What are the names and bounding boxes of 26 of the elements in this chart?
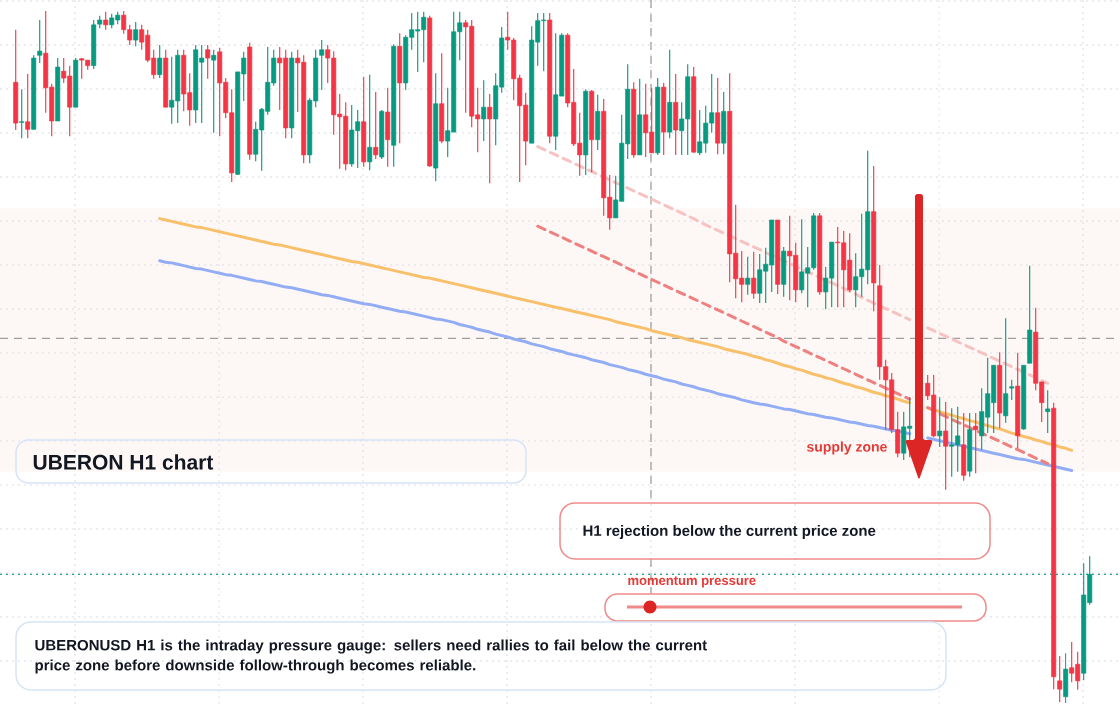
candlestick bbox=[133, 21, 139, 47]
candlestick bbox=[367, 74, 373, 171]
candlestick bbox=[973, 412, 979, 474]
candlestick bbox=[481, 79, 487, 142]
annotation: momentum pressure bbox=[628, 576, 756, 588]
candlestick bbox=[943, 401, 949, 491]
candlestick bbox=[25, 73, 31, 139]
candlestick bbox=[1003, 317, 1009, 424]
candlestick bbox=[373, 91, 379, 160]
candlestick bbox=[319, 39, 325, 91]
candlestick bbox=[487, 93, 493, 184]
annotation: UBERONUSD H1 is the intraday pressure gauge: sellers need rallies to fail below the current price zone before downside follow-through becomes reliable. bbox=[35, 639, 707, 674]
candlestick bbox=[37, 19, 43, 64]
text: UBERON H1 chart bbox=[33, 454, 214, 470]
candlestick bbox=[19, 88, 25, 139]
candlestick bbox=[1045, 389, 1051, 434]
candlestick bbox=[937, 396, 943, 448]
candlestick bbox=[751, 251, 757, 300]
candlestick bbox=[1009, 379, 1015, 401]
band-label: supply zone bbox=[807, 441, 887, 455]
candlestick bbox=[157, 44, 163, 79]
candlestick bbox=[1057, 655, 1063, 703]
annotation: H1 rejection below the current price zone bbox=[583, 524, 876, 539]
candlestick bbox=[211, 49, 217, 134]
candlestick bbox=[745, 256, 751, 296]
candlestick bbox=[205, 44, 211, 80]
